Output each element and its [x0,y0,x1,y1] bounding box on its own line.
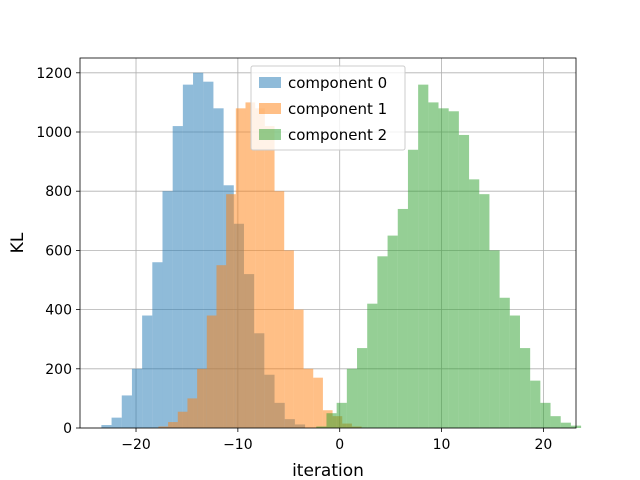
series-2-bar [530,380,541,428]
series-1-bar [284,250,294,428]
y-tick-label: 0 [63,421,72,437]
legend-swatch [259,129,281,140]
y-tick-label: 200 [45,362,72,378]
series-2-bar [438,108,449,428]
series-1-bar [274,191,285,428]
series-2-bar [448,111,459,428]
series-1-bar [303,368,314,428]
series-1-bar [177,411,188,428]
series-1-bar [168,422,178,428]
series-1-bar [226,194,236,428]
series-2-bar [509,315,520,428]
x-tick-label: −10 [223,437,253,453]
series-0-bar [121,395,132,428]
series-0-bar [131,368,143,428]
y-tick-label: 600 [45,243,72,259]
legend-label: component 2 [288,126,387,144]
y-axis-ticks: 0 200 400 600 800 1000 1200 [36,66,80,437]
x-tick-label: 10 [433,437,451,453]
y-tick-label: 1200 [36,66,72,82]
series-0-bar [111,417,122,428]
series-2-bar [336,402,347,428]
series-2-bar [550,416,561,428]
legend-label: component 0 [288,74,387,92]
series-2-bar [469,179,480,428]
series-1-bar [216,265,227,428]
series-2-bar [560,422,571,428]
series-0-bar [193,72,204,429]
series-0-bar [203,81,214,429]
series-1-bar [293,309,304,428]
series-0-bar [142,315,153,428]
series-2-bar [407,149,419,428]
series-2-bar [357,348,368,428]
series-1-bar [255,108,265,428]
series-2-bar [387,235,398,428]
series-1-bar [264,126,275,428]
series-2-bar [326,413,337,428]
x-tick-label: 0 [335,437,344,453]
y-tick-label: 400 [45,303,72,319]
series-0-bar [172,126,183,428]
series-1-bar [206,315,217,428]
series-2-bar [316,426,327,428]
legend: component 0 component 1 component 2 [250,65,406,151]
series-2-bar [540,402,551,428]
legend-swatch [259,77,281,88]
series-2-bar [346,368,358,428]
y-tick-label: 1000 [36,125,72,141]
legend-swatch [259,103,281,114]
x-tick-label: −20 [121,437,151,453]
series-1-bar [245,102,256,429]
series-2-bar [499,297,510,428]
series-1-bar [187,398,198,428]
series-2-bar [458,134,470,428]
y-tick-label: 800 [45,184,72,200]
x-tick-label: 20 [534,437,552,453]
x-axis-ticks: −20 −10 0 10 20 [121,428,552,453]
series-2-bar [377,256,388,428]
x-axis-label: iteration [292,461,364,480]
series-1-bar [235,108,246,428]
legend-box [250,65,406,151]
series-2-bar [397,208,408,428]
series-2-bar [428,102,439,429]
series-0-bar [182,84,194,428]
series-0-bar [162,191,173,428]
series-0-bar [152,262,163,428]
bars-group [101,72,582,429]
series-2-bar [489,250,500,428]
series-0-bar [101,425,112,428]
y-axis-label: KL [8,232,28,253]
legend-label: component 1 [288,100,387,118]
series-1-bar [313,377,323,428]
plot-frame [79,57,577,429]
series-2-bar [418,84,429,428]
series-2-bar [519,348,531,428]
series-2-bar [479,194,490,428]
series-2-bar [367,303,378,428]
series-1-bar [158,426,169,428]
series-1-bar [197,368,207,428]
